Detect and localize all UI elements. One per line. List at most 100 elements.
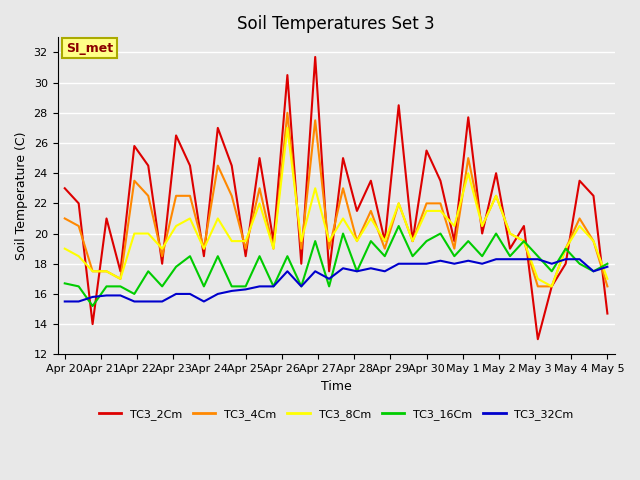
TC3_2Cm <box>409 238 417 244</box>
TC3_16Cm <box>312 238 319 244</box>
TC3_8Cm <box>353 238 361 244</box>
TC3_32Cm <box>339 265 347 271</box>
TC3_8Cm <box>451 223 458 229</box>
TC3_2Cm <box>604 311 611 316</box>
TC3_4Cm <box>353 238 361 244</box>
TC3_4Cm <box>534 284 541 289</box>
TC3_2Cm <box>492 170 500 176</box>
TC3_4Cm <box>478 223 486 229</box>
TC3_8Cm <box>172 223 180 229</box>
Legend: TC3_2Cm, TC3_4Cm, TC3_8Cm, TC3_16Cm, TC3_32Cm: TC3_2Cm, TC3_4Cm, TC3_8Cm, TC3_16Cm, TC3… <box>94 404 578 424</box>
TC3_4Cm <box>409 238 417 244</box>
TC3_32Cm <box>604 264 611 270</box>
TC3_32Cm <box>61 299 68 304</box>
TC3_2Cm <box>284 72 291 78</box>
Line: TC3_2Cm: TC3_2Cm <box>65 57 607 339</box>
TC3_16Cm <box>604 261 611 266</box>
TC3_32Cm <box>534 256 541 262</box>
TC3_4Cm <box>451 246 458 252</box>
TC3_8Cm <box>89 268 97 274</box>
TC3_16Cm <box>116 284 124 289</box>
TC3_4Cm <box>381 246 388 252</box>
TC3_4Cm <box>172 193 180 199</box>
TC3_8Cm <box>520 238 528 244</box>
TC3_32Cm <box>422 261 430 266</box>
TC3_32Cm <box>89 294 97 300</box>
TC3_4Cm <box>284 110 291 116</box>
TC3_8Cm <box>422 208 430 214</box>
TC3_4Cm <box>506 231 514 237</box>
Line: TC3_8Cm: TC3_8Cm <box>65 128 607 287</box>
TC3_16Cm <box>75 284 83 289</box>
TC3_8Cm <box>339 216 347 221</box>
TC3_4Cm <box>436 201 444 206</box>
TC3_32Cm <box>576 256 584 262</box>
TC3_2Cm <box>562 261 570 266</box>
TC3_8Cm <box>576 223 584 229</box>
TC3_16Cm <box>478 253 486 259</box>
TC3_16Cm <box>284 253 291 259</box>
TC3_16Cm <box>256 253 264 259</box>
TC3_2Cm <box>395 102 403 108</box>
TC3_32Cm <box>75 299 83 304</box>
TC3_8Cm <box>367 216 374 221</box>
TC3_16Cm <box>409 253 417 259</box>
TC3_8Cm <box>465 170 472 176</box>
TC3_16Cm <box>172 264 180 270</box>
TC3_4Cm <box>186 193 194 199</box>
TC3_32Cm <box>436 258 444 264</box>
TC3_32Cm <box>492 256 500 262</box>
TC3_8Cm <box>395 201 403 206</box>
TC3_4Cm <box>214 163 221 168</box>
TC3_2Cm <box>576 178 584 184</box>
TC3_8Cm <box>228 238 236 244</box>
TC3_16Cm <box>520 238 528 244</box>
TC3_8Cm <box>325 238 333 244</box>
TC3_32Cm <box>589 268 597 274</box>
TC3_16Cm <box>436 231 444 237</box>
TC3_2Cm <box>465 114 472 120</box>
TC3_32Cm <box>102 292 110 298</box>
TC3_4Cm <box>145 193 152 199</box>
TC3_16Cm <box>325 284 333 289</box>
TC3_32Cm <box>172 291 180 297</box>
TC3_4Cm <box>269 246 277 252</box>
TC3_4Cm <box>562 246 570 252</box>
TC3_16Cm <box>562 246 570 252</box>
TC3_8Cm <box>381 238 388 244</box>
TC3_4Cm <box>102 268 110 274</box>
TC3_2Cm <box>367 178 374 184</box>
TC3_4Cm <box>548 284 556 289</box>
TC3_16Cm <box>353 268 361 274</box>
TC3_32Cm <box>367 265 374 271</box>
TC3_16Cm <box>298 284 305 289</box>
TC3_2Cm <box>312 54 319 60</box>
TC3_4Cm <box>589 238 597 244</box>
TC3_16Cm <box>145 268 152 274</box>
TC3_16Cm <box>367 238 374 244</box>
TC3_16Cm <box>339 231 347 237</box>
TC3_2Cm <box>75 201 83 206</box>
TC3_2Cm <box>589 193 597 199</box>
TC3_16Cm <box>269 284 277 289</box>
TC3_8Cm <box>534 276 541 282</box>
TC3_8Cm <box>312 185 319 191</box>
TC3_8Cm <box>256 201 264 206</box>
X-axis label: Time: Time <box>321 380 351 393</box>
TC3_32Cm <box>145 299 152 304</box>
TC3_2Cm <box>451 238 458 244</box>
TC3_8Cm <box>116 276 124 282</box>
TC3_2Cm <box>200 253 208 259</box>
TC3_4Cm <box>520 238 528 244</box>
TC3_32Cm <box>228 288 236 294</box>
TC3_16Cm <box>548 268 556 274</box>
TC3_32Cm <box>465 258 472 264</box>
TC3_32Cm <box>158 299 166 304</box>
TC3_4Cm <box>422 201 430 206</box>
TC3_2Cm <box>548 284 556 289</box>
TC3_4Cm <box>256 185 264 191</box>
TC3_8Cm <box>200 246 208 252</box>
TC3_16Cm <box>200 284 208 289</box>
Text: SI_met: SI_met <box>66 42 113 55</box>
Y-axis label: Soil Temperature (C): Soil Temperature (C) <box>15 132 28 260</box>
